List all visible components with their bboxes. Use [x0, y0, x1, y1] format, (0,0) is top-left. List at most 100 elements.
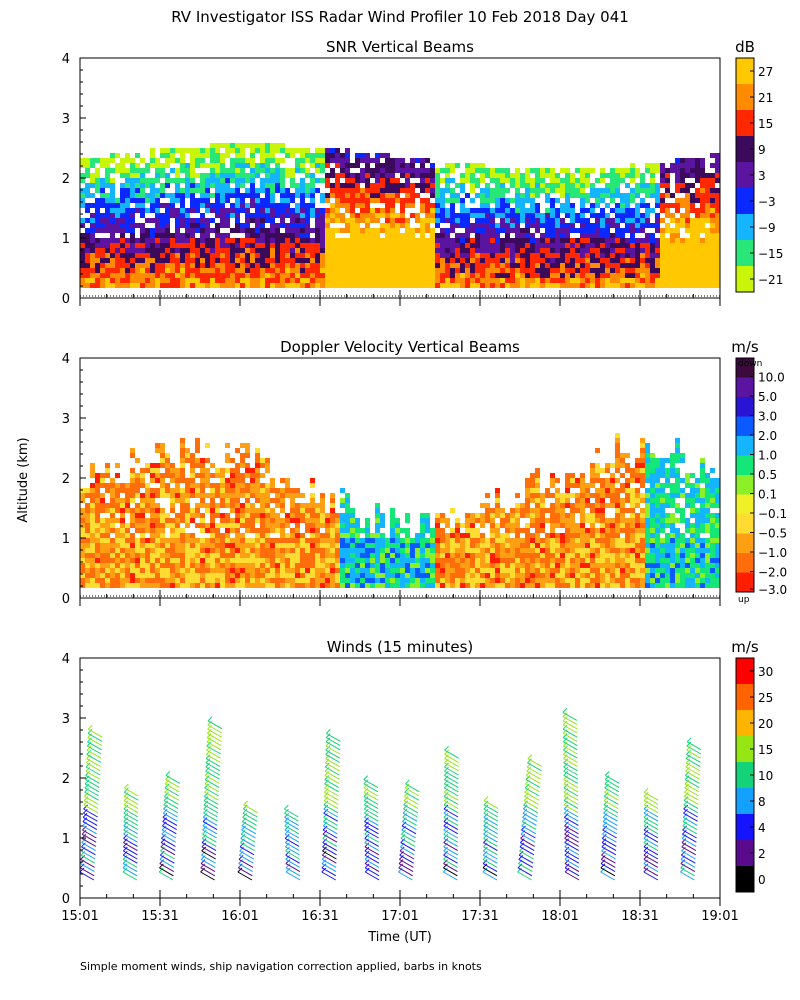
heatmap-cell: [555, 478, 560, 483]
heatmap-cell: [290, 543, 295, 548]
heatmap-cell: [530, 563, 535, 568]
heatmap-cell: [285, 563, 290, 568]
heatmap-cell: [90, 548, 95, 553]
heatmap-cell: [355, 563, 360, 568]
heatmap-cell: [680, 243, 685, 248]
heatmap-cell: [85, 158, 90, 163]
heatmap-cell: [150, 258, 155, 263]
heatmap-cell: [350, 233, 355, 238]
heatmap-cell: [215, 273, 220, 278]
heatmap-cell: [520, 503, 525, 508]
heatmap-cell: [165, 218, 170, 223]
heatmap-cell: [420, 573, 425, 578]
heatmap-cell: [470, 283, 475, 288]
heatmap-cell: [180, 193, 185, 198]
heatmap-cell: [250, 213, 255, 218]
heatmap-cell: [450, 548, 455, 553]
heatmap-cell: [215, 143, 220, 148]
heatmap-cell: [530, 203, 535, 208]
heatmap-cell: [500, 533, 505, 538]
heatmap-cell: [195, 173, 200, 178]
heatmap-cell: [510, 238, 515, 243]
heatmap-cell: [215, 258, 220, 263]
heatmap-cell: [485, 263, 490, 268]
heatmap-cell: [185, 228, 190, 233]
heatmap-cell: [395, 168, 400, 173]
heatmap-cell: [170, 498, 175, 503]
heatmap-cell: [225, 248, 230, 253]
heatmap-cell: [195, 208, 200, 213]
heatmap-cell: [120, 223, 125, 228]
heatmap-cell: [455, 273, 460, 278]
heatmap-cell: [455, 533, 460, 538]
heatmap-cell: [365, 213, 370, 218]
heatmap-cell: [280, 168, 285, 173]
heatmap-cell: [110, 548, 115, 553]
heatmap-cell: [530, 273, 535, 278]
heatmap-cell: [280, 488, 285, 493]
heatmap-cell: [270, 498, 275, 503]
heatmap-cell: [585, 273, 590, 278]
heatmap-cell: [395, 198, 400, 203]
heatmap-cell: [110, 568, 115, 573]
heatmap-cell: [230, 548, 235, 553]
heatmap-cell: [465, 233, 470, 238]
heatmap-cell: [220, 538, 225, 543]
heatmap-cell: [195, 223, 200, 228]
heatmap-cell: [510, 218, 515, 223]
heatmap-cell: [550, 213, 555, 218]
heatmap-cell: [655, 263, 660, 268]
heatmap-cell: [525, 258, 530, 263]
heatmap-cell: [105, 538, 110, 543]
heatmap-cell: [285, 193, 290, 198]
heatmap-cell: [480, 193, 485, 198]
heatmap-cell: [245, 233, 250, 238]
heatmap-cell: [250, 528, 255, 533]
heatmap-cell: [420, 558, 425, 563]
heatmap-cell: [510, 543, 515, 548]
heatmap-cell: [490, 568, 495, 573]
heatmap-cell: [130, 213, 135, 218]
heatmap-cell: [565, 243, 570, 248]
heatmap-cell: [315, 533, 320, 538]
heatmap-cell: [340, 528, 345, 533]
heatmap-cell: [480, 203, 485, 208]
heatmap-cell: [560, 513, 565, 518]
heatmap-cell: [710, 213, 715, 218]
heatmap-cell: [525, 188, 530, 193]
heatmap-cell: [275, 548, 280, 553]
heatmap-cell: [200, 263, 205, 268]
heatmap-cell: [440, 528, 445, 533]
heatmap-cell: [525, 488, 530, 493]
heatmap-cell: [325, 213, 330, 218]
heatmap-cell: [485, 193, 490, 198]
heatmap-cell: [280, 578, 285, 583]
heatmap-cell: [515, 268, 520, 273]
heatmap-cell: [85, 203, 90, 208]
heatmap-cell: [570, 558, 575, 563]
heatmap-cell: [515, 523, 520, 528]
heatmap-cell: [480, 568, 485, 573]
heatmap-cell: [600, 218, 605, 223]
heatmap-cell: [585, 488, 590, 493]
heatmap-cell: [215, 253, 220, 258]
heatmap-cell: [180, 453, 185, 458]
heatmap-cell: [405, 513, 410, 518]
heatmap-cell: [430, 543, 435, 548]
heatmap-cell: [270, 273, 275, 278]
heatmap-cell: [570, 173, 575, 178]
heatmap-cell: [85, 533, 90, 538]
heatmap-cell: [145, 518, 150, 523]
heatmap-cell: [150, 463, 155, 468]
heatmap-cell: [380, 543, 385, 548]
heatmap-cell: [645, 253, 650, 258]
heatmap-cell: [215, 228, 220, 233]
heatmap-cell: [105, 548, 110, 553]
heatmap-cell: [95, 168, 100, 173]
heatmap-cell: [490, 268, 495, 273]
heatmap-cell: [90, 213, 95, 218]
heatmap-cell: [170, 568, 175, 573]
heatmap-cell: [615, 168, 620, 173]
heatmap-cell: [335, 578, 340, 583]
heatmap-cell: [605, 273, 610, 278]
